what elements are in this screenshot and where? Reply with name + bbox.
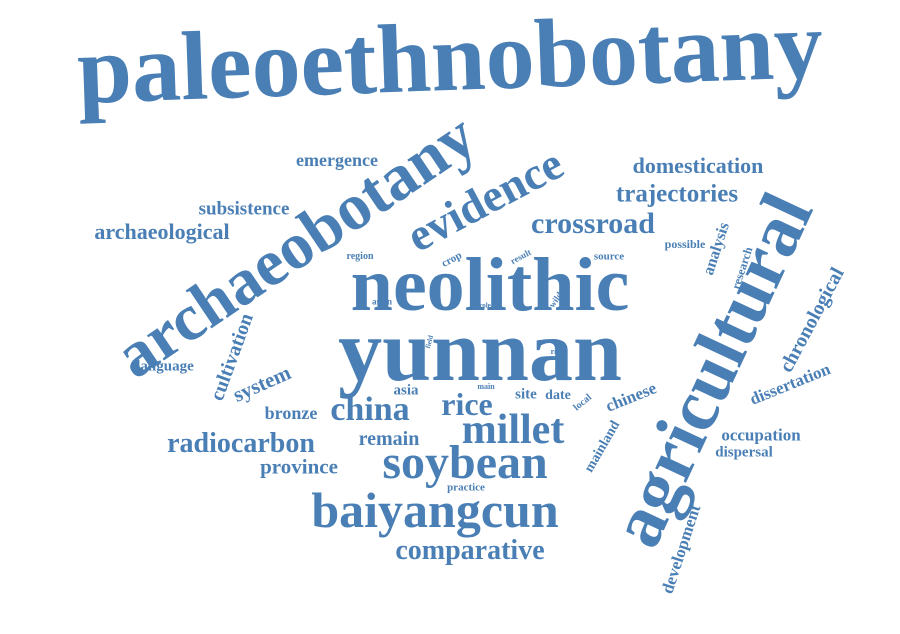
- word-baiyangcun: baiyangcun: [311, 485, 558, 535]
- word-role: role: [479, 303, 491, 310]
- word-comparative: comparative: [395, 537, 544, 565]
- word-rice: rice: [441, 388, 493, 420]
- word-bronze: bronze: [265, 404, 318, 422]
- word-practice: practice: [447, 483, 485, 494]
- word-site: site: [515, 388, 537, 403]
- word-crossroad: crossroad: [531, 209, 655, 239]
- word-province: province: [260, 457, 338, 478]
- word-main: main: [477, 383, 494, 391]
- word-asian: asian: [372, 298, 392, 307]
- word-dispersal: dispersal: [715, 446, 773, 461]
- word-asia: asia: [393, 384, 418, 399]
- word-source: source: [594, 252, 624, 263]
- word-system: system: [230, 362, 294, 406]
- word-archaeological: archaeological: [94, 221, 229, 243]
- word-domestication: domestication: [633, 155, 764, 177]
- word-mainland: mainland: [583, 419, 624, 475]
- word-trajectories: trajectories: [616, 182, 738, 207]
- word-region: region: [346, 252, 373, 262]
- word-neolithic: neolithic: [351, 247, 630, 323]
- word-possible: possible: [665, 238, 706, 250]
- word-river: river: [551, 348, 568, 356]
- word-remain: remain: [359, 429, 420, 449]
- word-occupation: occupation: [721, 427, 800, 444]
- word-date: date: [545, 389, 571, 403]
